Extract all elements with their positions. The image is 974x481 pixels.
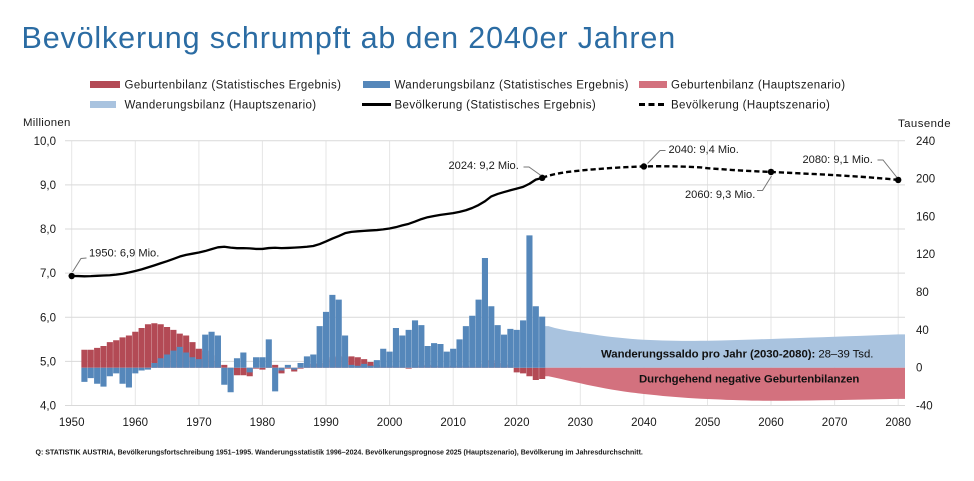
svg-text:2000: 2000 [377,417,403,429]
svg-text:1970: 1970 [186,417,212,429]
svg-text:Geburtenbilanz (Statistisches: Geburtenbilanz (Statistisches Ergebnis) [125,80,342,92]
svg-text:2030: 2030 [568,417,594,429]
svg-text:Millionen: Millionen [23,117,71,129]
svg-text:Wanderungssaldo pro Jahr (2030: Wanderungssaldo pro Jahr (2030-2080): 28… [601,349,873,361]
svg-text:200: 200 [916,174,935,186]
svg-text:Tausende: Tausende [898,118,951,130]
svg-text:2040: 2040 [631,417,657,429]
svg-text:Q: STATISTIK AUSTRIA, Bevölker: Q: STATISTIK AUSTRIA, Bevölkerungsfortsc… [36,449,643,456]
svg-text:6,0: 6,0 [40,312,56,324]
svg-text:2070: 2070 [822,417,848,429]
svg-text:2010: 2010 [440,417,466,429]
svg-text:1990: 1990 [313,417,339,429]
svg-text:1960: 1960 [123,417,149,429]
svg-text:2020: 2020 [504,417,530,429]
svg-text:5,0: 5,0 [40,356,56,368]
svg-text:160: 160 [916,211,935,223]
svg-text:Wanderungsbilanz (Hauptszenari: Wanderungsbilanz (Hauptszenario) [125,100,317,112]
svg-text:7,0: 7,0 [40,268,56,280]
svg-text:1980: 1980 [250,417,276,429]
svg-text:2050: 2050 [695,417,721,429]
svg-text:Durchgehend negative Geburtenb: Durchgehend negative Geburtenbilanzen [639,374,859,386]
svg-text:1950: 1950 [59,417,85,429]
svg-text:Bevölkerung schrumpft ab den 2: Bevölkerung schrumpft ab den 2040er Jahr… [22,21,677,55]
svg-text:Bevölkerung (Hauptszenario): Bevölkerung (Hauptszenario) [671,100,830,112]
svg-text:Bevölkerung (Statistisches Erg: Bevölkerung (Statistisches Ergebnis) [395,100,597,112]
svg-text:80: 80 [916,287,929,299]
svg-text:-40: -40 [916,401,933,413]
svg-text:2080: 9,1 Mio.: 2080: 9,1 Mio. [803,154,873,166]
svg-text:0: 0 [916,363,922,375]
svg-text:8,0: 8,0 [40,224,56,236]
svg-text:240: 240 [916,136,935,148]
svg-text:4,0: 4,0 [40,401,56,413]
svg-text:1950: 6,9 Mio.: 1950: 6,9 Mio. [89,247,159,259]
svg-text:120: 120 [916,249,935,261]
svg-text:2060: 2060 [758,417,784,429]
svg-text:Geburtenbilanz (Hauptszenario): Geburtenbilanz (Hauptszenario) [671,80,845,92]
svg-text:Wanderungsbilanz (Statistische: Wanderungsbilanz (Statistisches Ergebnis… [395,80,629,92]
svg-text:10,0: 10,0 [34,136,56,148]
svg-text:2080: 2080 [885,417,911,429]
svg-text:2024: 9,2 Mio.: 2024: 9,2 Mio. [449,160,519,172]
svg-text:2060: 9,3 Mio.: 2060: 9,3 Mio. [685,189,755,201]
svg-text:2040: 9,4 Mio.: 2040: 9,4 Mio. [669,144,739,156]
svg-text:9,0: 9,0 [40,180,56,192]
svg-text:40: 40 [916,325,929,337]
